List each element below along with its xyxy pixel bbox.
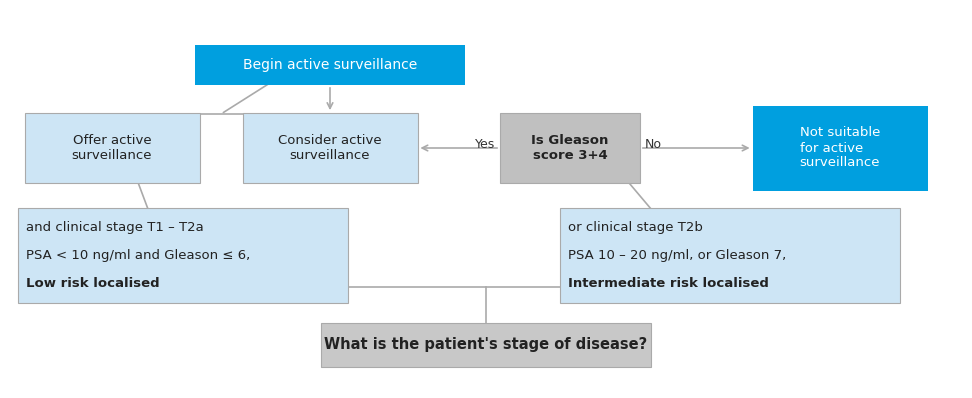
Text: Intermediate risk localised: Intermediate risk localised <box>568 277 769 290</box>
Text: Consider active
surveillance: Consider active surveillance <box>278 134 382 162</box>
FancyBboxPatch shape <box>321 323 651 367</box>
Text: or clinical stage T2b: or clinical stage T2b <box>568 221 703 234</box>
Text: Is Gleason
score 3+4: Is Gleason score 3+4 <box>532 134 608 162</box>
FancyBboxPatch shape <box>24 113 199 183</box>
Text: Yes: Yes <box>474 137 495 150</box>
Text: Offer active
surveillance: Offer active surveillance <box>72 134 153 162</box>
Text: What is the patient's stage of disease?: What is the patient's stage of disease? <box>325 338 647 353</box>
FancyBboxPatch shape <box>752 105 927 191</box>
FancyBboxPatch shape <box>242 113 418 183</box>
Text: and clinical stage T1 – T2a: and clinical stage T1 – T2a <box>26 221 204 234</box>
FancyBboxPatch shape <box>500 113 640 183</box>
Text: PSA 10 – 20 ng/ml, or Gleason 7,: PSA 10 – 20 ng/ml, or Gleason 7, <box>568 249 786 262</box>
Text: No: No <box>645 137 662 150</box>
FancyBboxPatch shape <box>560 207 900 302</box>
FancyBboxPatch shape <box>18 207 348 302</box>
FancyBboxPatch shape <box>195 45 465 85</box>
Text: Begin active surveillance: Begin active surveillance <box>243 58 417 72</box>
Text: Not suitable
for active
surveillance: Not suitable for active surveillance <box>800 127 881 170</box>
Text: Low risk localised: Low risk localised <box>26 277 159 290</box>
Text: PSA < 10 ng/ml and Gleason ≤ 6,: PSA < 10 ng/ml and Gleason ≤ 6, <box>26 249 250 262</box>
